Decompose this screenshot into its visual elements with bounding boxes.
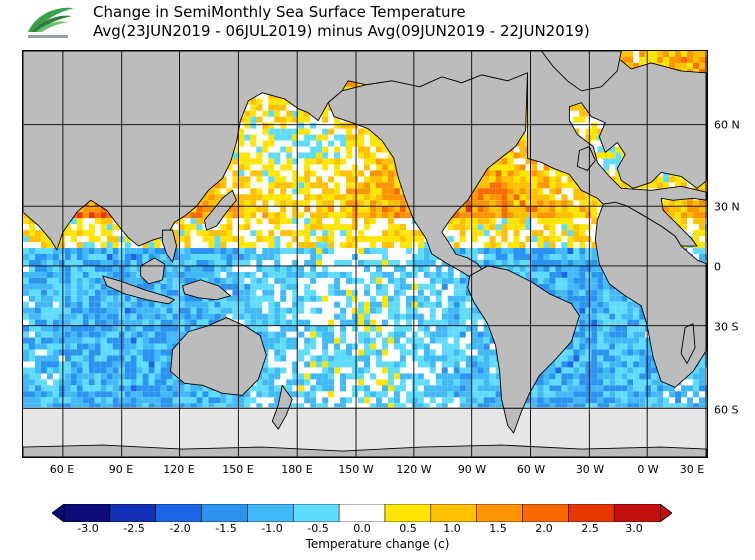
madagascar [680, 323, 696, 364]
lat-label-60n: 60 N [714, 118, 740, 132]
lon-label-150e: 150 E [222, 463, 254, 476]
colorbar-tick-label: 0.0 [353, 522, 371, 535]
colorbar-tick-label: 2.0 [535, 522, 553, 535]
africa [594, 201, 707, 388]
lat-label-60s: 60 S [714, 403, 739, 417]
colorbar-tick-label: -1.5 [215, 522, 237, 535]
colorbar-tick-label: 2.5 [581, 522, 599, 535]
lon-label-0w: 0 W [637, 463, 659, 476]
colorbar-tick-label: -0.5 [307, 522, 329, 535]
colorbar-swatch [292, 504, 340, 522]
indonesia [102, 275, 176, 305]
colorbar-tick-label: -2.0 [169, 522, 191, 535]
north-america [327, 72, 528, 279]
greenland [541, 51, 622, 92]
lon-label-180e: 180 E [281, 463, 313, 476]
lon-label-60e: 60 E [49, 463, 75, 476]
chart-title: Change in SemiMonthly Sea Surface Temper… [93, 3, 466, 21]
colorbar-tick-label: 0.5 [399, 522, 417, 535]
colorbar-swatch [568, 504, 615, 522]
land-masses [23, 51, 707, 457]
colorbar-tick-label: 1.0 [443, 522, 461, 535]
new-zealand [271, 384, 293, 430]
colorbar-swatch [155, 504, 203, 522]
lon-label-120w: 120 W [396, 463, 432, 476]
colorbar-tick-label: -1.0 [261, 522, 283, 535]
colorbar-swatch [109, 504, 157, 522]
uk-ireland [576, 146, 596, 171]
colorbar-low-arrow [52, 504, 65, 522]
colorbar-swatch [338, 504, 386, 522]
colorbar-swatch [201, 504, 249, 522]
lon-label-90e: 90 E [108, 463, 134, 476]
colorbar-high-arrow [659, 504, 672, 522]
lon-label-30e: 30 E [679, 463, 705, 476]
colorbar-swatch [522, 504, 570, 522]
lon-label-150w: 150 W [338, 463, 374, 476]
japan [204, 189, 237, 231]
colorbar-swatch [430, 504, 478, 522]
colorbar-swatch [63, 504, 111, 522]
lat-label-0: 0 [714, 260, 721, 274]
sst-change-map [22, 50, 708, 458]
colorbar-title: Temperature change (c) [305, 537, 450, 551]
borneo [140, 257, 166, 285]
lon-label-60w: 60 W [516, 463, 546, 476]
philippines [162, 229, 177, 263]
colorbar-swatch [476, 504, 524, 522]
antarctica [23, 444, 707, 457]
colorbar-tick-label: 3.0 [625, 522, 643, 535]
lon-label-90w: 90 W [457, 463, 487, 476]
australia [170, 317, 267, 396]
colorbar-swatch [613, 504, 661, 522]
south-america [467, 265, 580, 434]
agency-logo [28, 7, 74, 38]
colorbar-tick-label: -3.0 [77, 522, 99, 535]
lat-label-30n: 30 N [714, 200, 740, 214]
colorbar-swatch [247, 504, 294, 522]
chart-subtitle: Avg(23JUN2019 - 06JUL2019) minus Avg(09J… [93, 22, 590, 40]
colorbar [52, 504, 672, 522]
colorbar-tick-label: -2.5 [123, 522, 145, 535]
new-guinea [182, 279, 231, 301]
lon-label-120e: 120 E [163, 463, 195, 476]
eurasia-landmass [23, 51, 707, 251]
graticule [23, 51, 707, 457]
colorbar-swatch [384, 504, 432, 522]
colorbar-tick-label: 1.5 [489, 522, 507, 535]
lon-label-30w: 30 W [575, 463, 605, 476]
lat-label-30s: 30 S [714, 320, 739, 334]
